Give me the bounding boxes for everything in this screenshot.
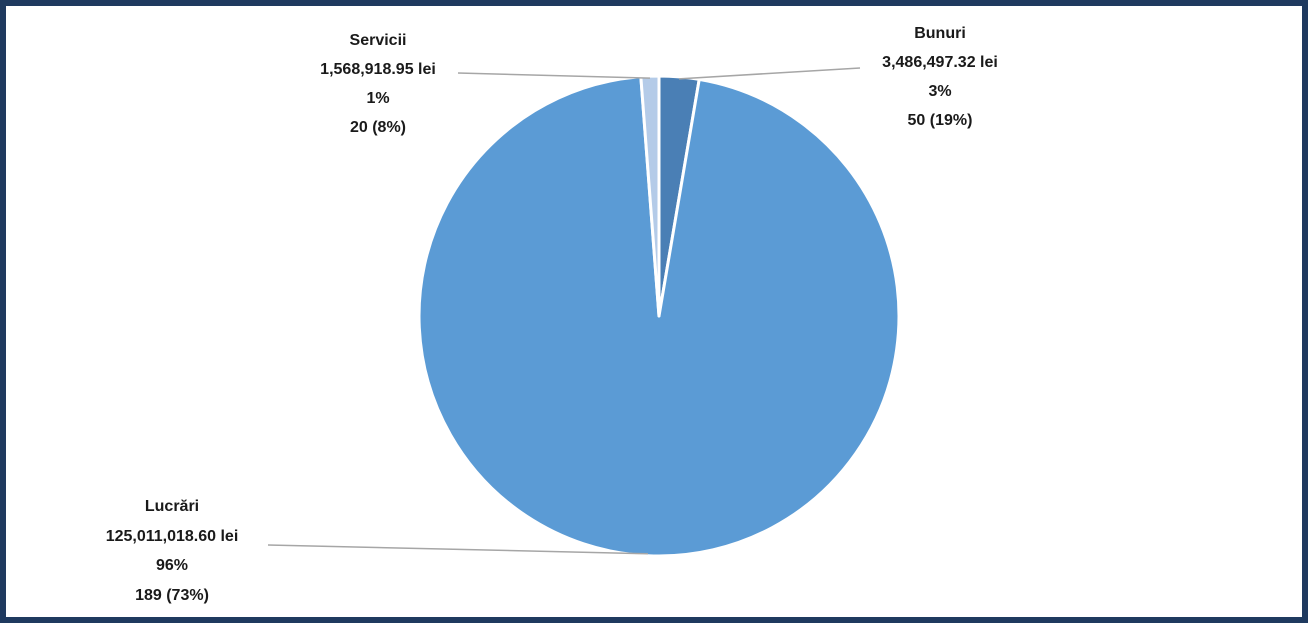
leader-lines bbox=[267, 67, 861, 555]
label-percent: 3% bbox=[928, 83, 951, 100]
label-percent: 1% bbox=[366, 90, 389, 107]
data-label-lucrari: Lucrări 125,011,018.60 lei 96% 189 (73%) bbox=[106, 498, 239, 604]
label-name: Servicii bbox=[350, 32, 407, 49]
label-amount: 3,486,497.32 lei bbox=[882, 54, 998, 71]
pie-slice-servicii bbox=[639, 74, 661, 318]
label-count: 189 (73%) bbox=[135, 587, 209, 604]
label-amount: 1,568,918.95 lei bbox=[320, 61, 436, 78]
data-label-servicii: Servicii 1,568,918.95 lei 1% 20 (8%) bbox=[320, 32, 436, 136]
label-amount: 125,011,018.60 lei bbox=[106, 528, 239, 545]
label-name: Lucrări bbox=[145, 498, 199, 515]
pie-slices bbox=[417, 74, 901, 558]
label-count: 20 (8%) bbox=[350, 119, 406, 136]
label-name: Bunuri bbox=[914, 25, 966, 42]
leader-line-servicii bbox=[457, 72, 651, 79]
leader-line-lucrari bbox=[267, 544, 648, 555]
leader-line-bunuri bbox=[678, 67, 861, 80]
label-count: 50 (19%) bbox=[908, 112, 973, 129]
data-label-bunuri: Bunuri 3,486,497.32 lei 3% 50 (19%) bbox=[882, 25, 998, 129]
label-percent: 96% bbox=[156, 557, 188, 574]
